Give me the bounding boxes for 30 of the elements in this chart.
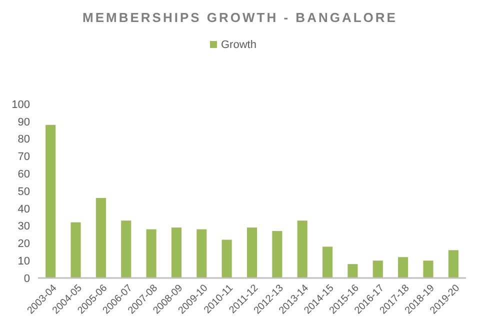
y-tick-label: 100 (12, 98, 30, 111)
y-tick-label: 40 (18, 203, 30, 216)
bar (121, 220, 132, 278)
bar (246, 228, 258, 278)
y-tick-label: 10 (18, 255, 30, 268)
bar (297, 220, 308, 278)
bar (46, 124, 56, 278)
bar (398, 257, 408, 278)
bar (171, 228, 182, 278)
chart-title: MEMBERSHIPS GROWTH - BANGALORE (82, 10, 398, 25)
y-tick-label: 20 (18, 238, 30, 250)
bar (448, 250, 458, 278)
y-tick-label: 30 (18, 220, 30, 233)
y-tick-label: 70 (18, 151, 30, 164)
bar (96, 198, 106, 278)
bar (272, 231, 282, 278)
y-tick-label: 50 (18, 186, 30, 198)
y-tick-label: 90 (18, 116, 30, 128)
bar (348, 264, 358, 278)
bar (196, 229, 207, 278)
bar (222, 240, 232, 278)
legend-label: Growth (221, 39, 256, 51)
bar (423, 260, 434, 278)
y-tick-label: 80 (18, 134, 30, 146)
bar (372, 260, 383, 278)
bar (70, 222, 81, 278)
bar (146, 229, 156, 278)
bar (322, 246, 333, 278)
y-tick-label: 0 (24, 272, 30, 285)
y-tick-label: 60 (18, 168, 30, 180)
